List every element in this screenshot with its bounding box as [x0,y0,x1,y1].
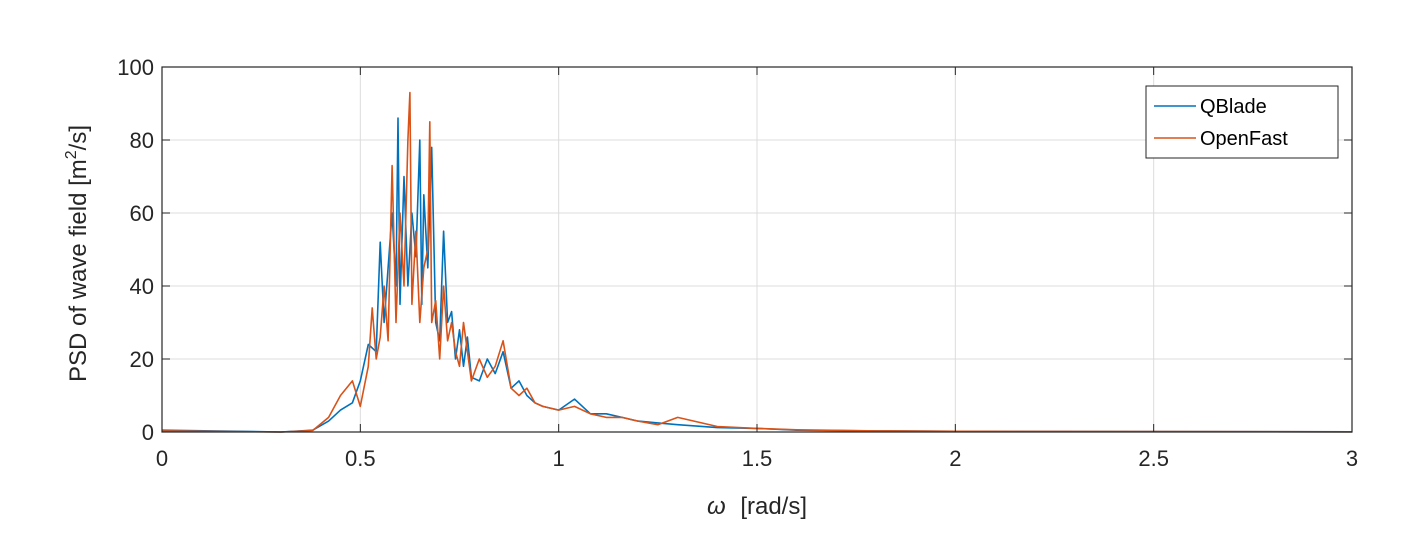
x-axis-symbol: ω [707,493,726,520]
axis-ticks: 0 0.5 1 1.5 2 2.5 3 0 20 40 60 80 100 [117,55,1358,471]
x-tick-label: 0.5 [345,446,376,471]
x-tick-label: 2.5 [1138,446,1169,471]
legend-label-openfast: OpenFast [1200,128,1288,150]
y-tick-label: 40 [130,274,154,299]
series-layer [161,91,1353,433]
x-tick-label: 1.5 [742,446,773,471]
y-tick-label: 20 [130,347,154,372]
x-tick-label: 2 [949,446,961,471]
y-axis-label: PSD of wave field [m2/s] [63,125,92,382]
y-tick-label: 0 [142,420,154,445]
y-axis-label-main: PSD of wave field [m [65,159,92,382]
legend-box [1145,85,1339,159]
x-tick-label: 0 [156,446,168,471]
x-tick-label: 3 [1346,446,1358,471]
legend: QBlade OpenFast [1145,85,1339,159]
series-line-openfast [161,91,1353,433]
x-axis-unit: [rad/s] [740,493,807,520]
legend-label-qblade: QBlade [1200,96,1267,118]
y-tick-label: 100 [117,55,154,80]
y-axis-label-end: /s] [65,125,92,150]
y-axis-label-sup: 2 [63,150,80,159]
y-tick-label: 60 [130,201,154,226]
x-axis-label: ω [rad/s] [707,493,807,520]
x-tick-label: 1 [553,446,565,471]
y-tick-label: 80 [130,128,154,153]
